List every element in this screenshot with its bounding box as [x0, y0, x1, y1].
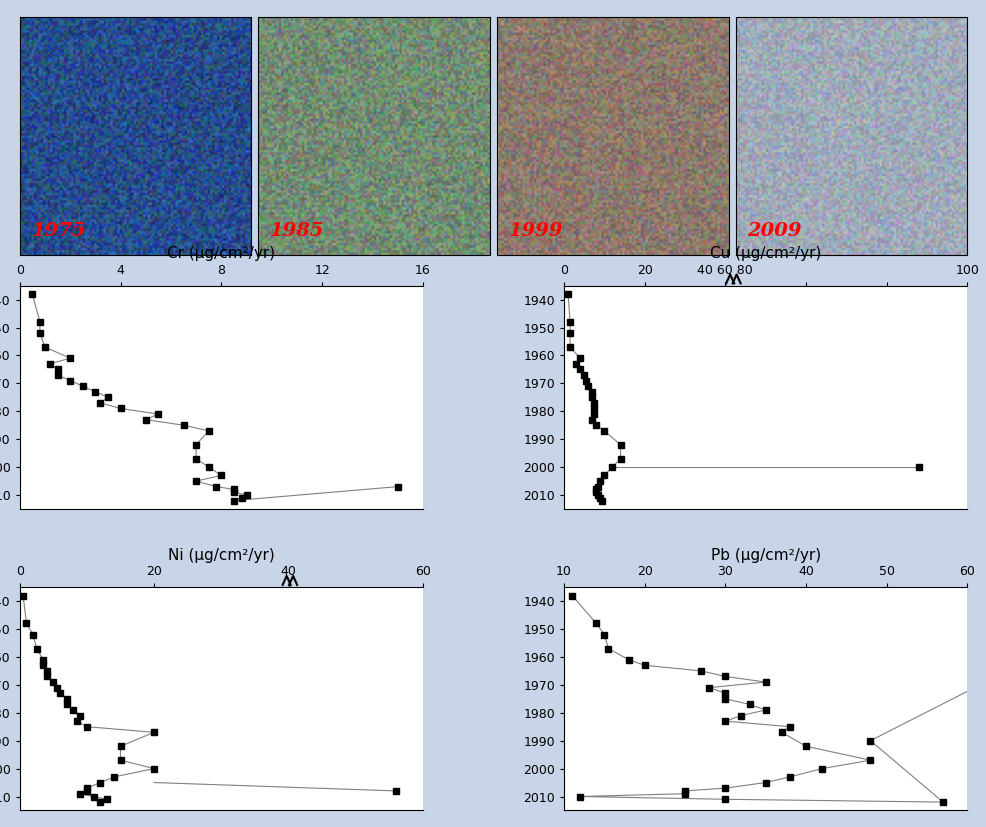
X-axis label: Pb (μg/cm²/yr): Pb (μg/cm²/yr) [710, 547, 820, 562]
X-axis label: Ni (μg/cm²/yr): Ni (μg/cm²/yr) [168, 547, 274, 562]
X-axis label: Cu (μg/cm²/yr): Cu (μg/cm²/yr) [709, 246, 820, 261]
X-axis label: Cr (μg/cm²/yr): Cr (μg/cm²/yr) [167, 246, 275, 261]
Text: 1975: 1975 [32, 222, 86, 240]
Text: 1999: 1999 [508, 222, 562, 240]
Text: 1985: 1985 [269, 222, 324, 240]
Text: 2009: 2009 [746, 222, 801, 240]
